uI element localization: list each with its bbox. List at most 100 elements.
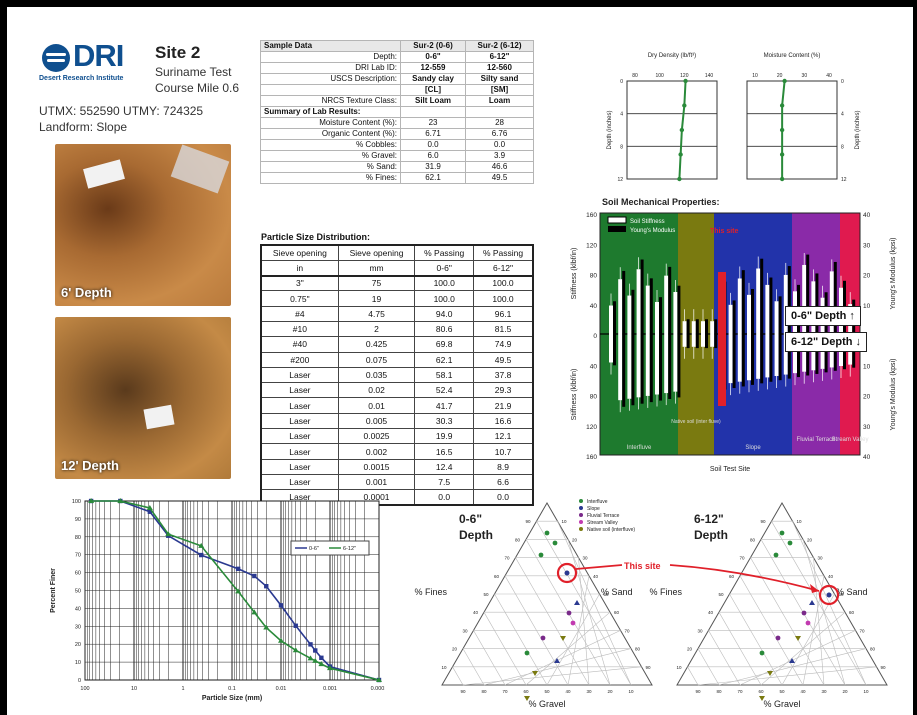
- table-cell: 0.0025: [337, 428, 416, 445]
- modulus-bar: [760, 334, 764, 384]
- legend-label: Native soil (interfluve): [587, 527, 635, 533]
- data-point: [252, 573, 257, 579]
- modulus-bar: [695, 334, 699, 349]
- sample-point: [767, 671, 773, 676]
- modulus-bar: [613, 301, 616, 334]
- modulus-bar: [760, 258, 764, 334]
- ternary-tick: 50: [839, 592, 845, 597]
- row-value: [SM]: [465, 84, 534, 96]
- stiffness-bar: [747, 294, 751, 334]
- table-row: #10 2 80.6 81.5: [260, 320, 534, 338]
- table-cell: 19.9: [414, 428, 475, 445]
- y-tick: 60: [75, 571, 81, 577]
- ternary-tick: 40: [565, 689, 571, 694]
- this-site-circle: [556, 562, 578, 584]
- depth-tick: 4: [620, 112, 623, 118]
- table-row: #40 0.425 69.8 74.9: [260, 336, 534, 353]
- arrow-head-icon: [810, 584, 819, 593]
- table-cell: 30.3: [414, 412, 475, 430]
- sample-point: [552, 540, 558, 546]
- modulus-bar: [631, 334, 635, 406]
- x-tick: 0.01: [276, 686, 287, 692]
- stiffness-bar: [829, 271, 834, 334]
- ternary-tick: 90: [881, 665, 887, 670]
- table-cell: 100.0: [473, 290, 534, 307]
- modulus-bar: [631, 289, 635, 334]
- right-tick: 30: [863, 424, 871, 431]
- ternary-tick: 70: [737, 689, 743, 694]
- data-point: [235, 566, 241, 572]
- stiffness-bar: [737, 334, 742, 382]
- stiffness-bar: [673, 334, 678, 392]
- table-cell: 0.035: [337, 366, 416, 384]
- ternary-tick: 90: [525, 519, 531, 524]
- ternary-gridline: [536, 521, 632, 686]
- ternary-gridline: [452, 666, 464, 686]
- sample-point: [566, 610, 572, 616]
- gravel-axis-label: % Gravel: [528, 699, 565, 709]
- ternary-gridline: [494, 593, 548, 686]
- depth-tick: 8: [841, 144, 844, 150]
- right-tick: 30: [863, 242, 871, 249]
- row-value: 46.6: [465, 161, 534, 173]
- ternary-tick: 10: [562, 519, 568, 524]
- table-row: % Fines: 62.1 49.5: [260, 172, 534, 184]
- depth-title: Depth: [459, 528, 493, 542]
- report-sheet: DRI Desert Research Institute Site 2 Sur…: [7, 7, 913, 715]
- sample-data-table: Sample Data Sur-2 (0-6) Sur-2 (6-12) Dep…: [260, 40, 534, 184]
- ternary-tick: 10: [676, 665, 682, 670]
- modulus-bar: [668, 266, 672, 334]
- profile-charts: Dry Density (lb/ft³)80 100 120 14004812Mois…: [607, 53, 861, 183]
- profile-tick: 140: [705, 73, 714, 79]
- this-site-point: [564, 570, 570, 576]
- stiffness-bar: [756, 268, 761, 334]
- ternary-tick: 50: [779, 689, 785, 694]
- left-tick: 40: [590, 303, 598, 310]
- table-cell: Laser: [260, 473, 339, 491]
- table-cell: 16.5: [414, 443, 475, 460]
- table-cell: Laser: [260, 443, 339, 460]
- stiffness-bar: [783, 334, 788, 375]
- ternary-tick: 10: [863, 689, 869, 694]
- right-tick: 10: [863, 363, 871, 370]
- table-cell: 100.0: [473, 275, 534, 292]
- profile-point: [679, 127, 685, 133]
- profile-point: [677, 176, 682, 182]
- stiffness-bar: [774, 301, 779, 334]
- legend-label: Slope: [587, 506, 600, 512]
- data-point: [199, 552, 204, 558]
- modulus-bar: [787, 334, 791, 379]
- psd-title: Particle Size Distribution:: [261, 232, 371, 242]
- modulus-bar: [769, 334, 773, 382]
- x-axis-label: Soil Test Site: [710, 466, 750, 473]
- group-label: Fluvial Terrace: [797, 437, 837, 443]
- ternary-tick: 70: [504, 556, 510, 561]
- unit-cell: 0-6": [414, 259, 475, 277]
- sample-tag: [83, 159, 125, 189]
- modulus-bar: [833, 261, 837, 334]
- y-tick: 20: [75, 642, 81, 648]
- modulus-bar: [833, 334, 837, 371]
- gradation-chart: 0 10 20 30 40 50 60 70 80 90 100 100 10 1 0.1 0.01 0.001…: [50, 498, 385, 702]
- table-row: DRI Lab ID: 12-559 12-560: [260, 62, 534, 74]
- stiffness-bar: [747, 334, 751, 381]
- sand-axis-label: % Sand: [601, 587, 633, 597]
- row-value: 12-560: [465, 62, 534, 74]
- ternary-tick: 40: [800, 689, 806, 694]
- ternary-gridline: [739, 575, 804, 686]
- data-point: [318, 661, 325, 667]
- data-point: [308, 642, 313, 647]
- ternary-tick: 20: [572, 537, 578, 542]
- sample-point: [524, 650, 530, 656]
- table-cell: 8.9: [473, 458, 534, 475]
- x-tick: 10: [131, 686, 137, 692]
- data-point: [293, 623, 298, 628]
- ternary-tick: 10: [797, 519, 803, 524]
- profile-tick: 10: [752, 73, 758, 79]
- ternary-gridline: [813, 557, 825, 686]
- this-site-bar: [718, 272, 726, 334]
- row-value: 3.9: [465, 150, 534, 162]
- profile-tick: 120: [680, 73, 689, 79]
- ternary-tick: 80: [870, 647, 876, 652]
- row-value: [399, 106, 467, 118]
